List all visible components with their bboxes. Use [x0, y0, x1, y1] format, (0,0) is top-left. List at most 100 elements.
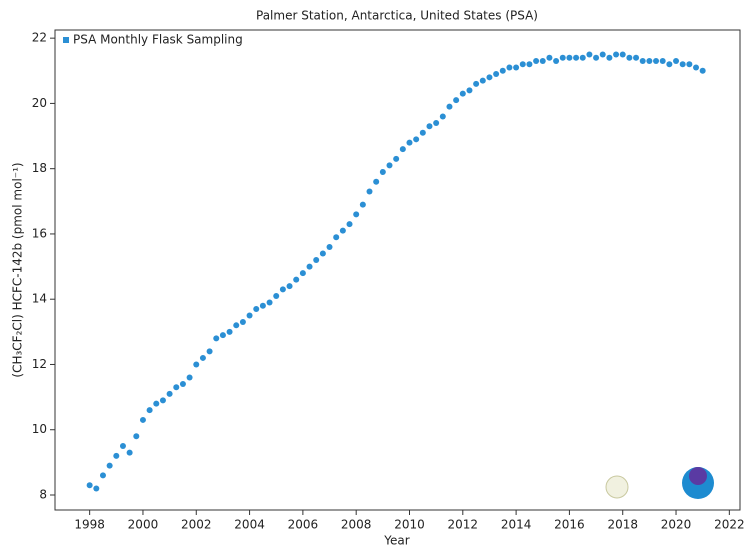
- x-tick-label: 2000: [128, 518, 159, 532]
- point: [366, 188, 373, 195]
- point: [293, 276, 300, 283]
- logo: [689, 467, 707, 485]
- point: [486, 74, 493, 81]
- point: [139, 416, 146, 423]
- x-tick-label: 2012: [448, 518, 479, 532]
- x-tick-label: 1998: [74, 518, 105, 532]
- point: [319, 250, 326, 257]
- x-tick-label: 2020: [661, 518, 692, 532]
- point: [579, 54, 586, 61]
- x-tick-label: 2006: [288, 518, 319, 532]
- point: [479, 77, 486, 84]
- x-tick-label: 2010: [394, 518, 425, 532]
- point: [539, 57, 546, 64]
- point: [686, 61, 693, 68]
- point: [126, 449, 133, 456]
- point: [519, 61, 526, 68]
- point: [219, 332, 226, 339]
- point: [646, 57, 653, 64]
- point: [526, 61, 533, 68]
- point: [406, 139, 413, 146]
- point: [193, 361, 200, 368]
- point: [239, 319, 246, 326]
- point: [299, 270, 306, 277]
- y-tick-label: 20: [32, 96, 47, 110]
- y-tick-label: 8: [39, 487, 47, 501]
- point: [626, 54, 633, 61]
- y-tick-label: 14: [32, 292, 47, 306]
- point: [173, 384, 180, 391]
- point: [606, 54, 613, 61]
- point: [266, 299, 273, 306]
- point: [99, 472, 106, 479]
- point: [213, 335, 220, 342]
- point: [253, 305, 260, 312]
- point: [439, 113, 446, 120]
- point: [346, 221, 353, 228]
- y-tick-label: 12: [32, 357, 47, 371]
- point: [419, 129, 426, 136]
- x-tick-label: 2016: [554, 518, 585, 532]
- point: [699, 67, 706, 74]
- point: [119, 443, 126, 450]
- x-tick-label: 2014: [501, 518, 532, 532]
- y-tick-label: 18: [32, 161, 47, 175]
- point: [573, 54, 580, 61]
- point: [86, 482, 93, 489]
- point: [233, 322, 240, 329]
- point: [426, 123, 433, 130]
- point: [166, 390, 173, 397]
- logo: [605, 475, 629, 499]
- point: [453, 97, 460, 104]
- point: [353, 211, 360, 218]
- point: [566, 54, 573, 61]
- point: [459, 90, 466, 97]
- point: [553, 57, 560, 64]
- point: [286, 283, 293, 290]
- point: [433, 119, 440, 126]
- point: [493, 71, 500, 78]
- legend-swatch: [63, 37, 69, 43]
- point: [593, 54, 600, 61]
- point: [199, 354, 206, 361]
- point: [146, 407, 153, 414]
- y-axis-label: (CH₃CF₂Cl) HCFC-142b (pmol mol⁻¹): [11, 162, 25, 377]
- point: [633, 54, 640, 61]
- point: [653, 57, 660, 64]
- point: [339, 227, 346, 234]
- point: [466, 87, 473, 94]
- point: [673, 57, 680, 64]
- x-tick-label: 2008: [341, 518, 372, 532]
- legend-label: PSA Monthly Flask Sampling: [73, 33, 243, 47]
- point: [313, 257, 320, 264]
- x-tick-label: 2004: [234, 518, 265, 532]
- point: [306, 263, 313, 270]
- point: [206, 348, 213, 355]
- point: [399, 146, 406, 153]
- point: [473, 80, 480, 87]
- point: [326, 243, 333, 250]
- point: [273, 292, 280, 299]
- point: [179, 381, 186, 388]
- logos: [605, 467, 714, 499]
- point: [413, 136, 420, 143]
- point: [666, 61, 673, 68]
- point: [386, 162, 393, 169]
- point: [693, 64, 700, 71]
- point: [546, 54, 553, 61]
- point: [93, 485, 100, 492]
- point: [113, 452, 120, 459]
- point: [599, 51, 606, 58]
- point: [379, 168, 386, 175]
- point: [133, 433, 140, 440]
- point: [186, 374, 193, 381]
- point: [559, 54, 566, 61]
- point: [106, 462, 113, 469]
- point: [446, 103, 453, 110]
- plot-frame: [54, 29, 741, 511]
- point: [226, 328, 233, 335]
- point: [586, 51, 593, 58]
- point: [499, 67, 506, 74]
- y-tick-label: 16: [32, 226, 47, 240]
